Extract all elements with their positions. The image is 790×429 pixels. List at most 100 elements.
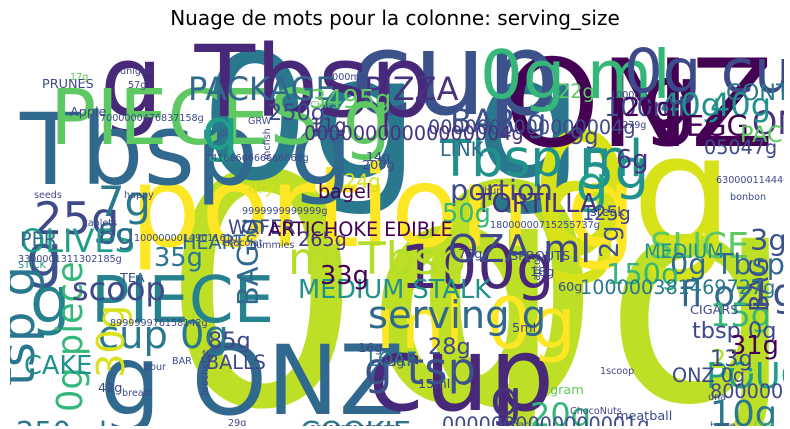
word-140: una (708, 392, 726, 403)
word-97: ONZ 0g (672, 364, 745, 387)
word-123: 60g (558, 280, 582, 295)
word-158: 18000000715255737g (490, 220, 600, 231)
word-55: BAG g (231, 217, 265, 306)
word-74: oz (602, 425, 635, 426)
word-50: COOKIE (300, 415, 411, 426)
word-45: scoop (72, 270, 166, 308)
word-17: ml 0g (376, 283, 576, 365)
word-49: 15g (710, 296, 771, 334)
word-43: SLICE (650, 226, 749, 267)
word-81: 85g (208, 328, 251, 354)
word-147: GRW (248, 116, 272, 127)
word-85: WAFER (228, 216, 296, 239)
word-63: 26g (624, 93, 673, 123)
word-151: One (754, 420, 774, 426)
word-41: PIZZA (364, 70, 459, 108)
word-102: 100000381469727g (580, 276, 775, 299)
word-88: ARTICHOKE EDIBLE (268, 218, 453, 241)
word-21: g (202, 97, 239, 164)
word-109: steak (590, 205, 625, 220)
word-129: bonbon (730, 192, 766, 203)
word-8: g Tbsp (100, 36, 433, 140)
word-121: 14g (366, 150, 390, 165)
word-87: PER (20, 228, 57, 251)
word-60: 100ml (604, 93, 685, 123)
word-149: 1scoop (600, 366, 634, 377)
word-89: LINK (440, 138, 484, 161)
word-111: TEA (119, 271, 145, 286)
word-84: 05047g (704, 136, 777, 159)
word-29: g (490, 369, 523, 426)
word-94: 265g (298, 228, 347, 251)
word-148: 1000mg (326, 72, 366, 83)
word-52: portion (450, 173, 553, 207)
word-58: MEDIUM STALK (298, 275, 492, 305)
word-161: 899999618530273g (310, 424, 408, 426)
word-56: BAG (745, 258, 775, 312)
word-119: 42g (98, 381, 122, 396)
word-46: ONZ (752, 104, 784, 142)
word-25: 7g (98, 177, 151, 226)
word-64: 6g (616, 145, 649, 175)
word-135: unigiri (120, 66, 150, 77)
word-162: 3300001311302185g (18, 254, 122, 265)
word-92: MEDIUM (644, 240, 724, 263)
word-154: 29g (228, 418, 246, 426)
word-66: 35g (154, 243, 203, 273)
word-165: 7416666666666666g (205, 153, 309, 164)
word-6: cup (350, 36, 559, 142)
word-93: bagel (318, 180, 371, 203)
word-163: 1000000014901161g (134, 233, 238, 244)
word-38: 1g (748, 271, 784, 316)
word-132: seeds (34, 190, 62, 201)
word-65: 8g (98, 217, 135, 251)
word-67: 33g (320, 261, 369, 291)
word-128: tablets (84, 218, 117, 229)
word-124: 18g (530, 265, 554, 280)
word-26: ml Tbsp (288, 232, 466, 285)
word-157: 7000000476837158g (100, 113, 204, 124)
word-134: CHIPS (310, 100, 339, 111)
word-159: 899999976158142g (110, 318, 208, 329)
word-22: g (26, 223, 63, 290)
word-72: 2g (595, 225, 625, 258)
word-61: 3495g (310, 85, 391, 115)
word-143: STICK (18, 260, 46, 271)
word-20: 5g (580, 138, 649, 201)
word-131: happy (124, 190, 154, 201)
word-15: 0g cup (624, 37, 784, 107)
word-9: Tbsp g (19, 93, 353, 208)
word-78: 31g (730, 331, 779, 361)
word-4: g (538, 131, 623, 288)
word-115: gram (550, 383, 584, 398)
word-54: EGG (686, 109, 749, 143)
word-144: ChocoNuts (570, 406, 622, 417)
word-36: 20g (530, 396, 591, 426)
word-153: 279g (622, 120, 646, 131)
word-122: 16g (358, 341, 382, 356)
word-86: HEARTS (182, 231, 258, 254)
word-110: SPROUTS (510, 249, 570, 264)
word-37: 10g (710, 394, 777, 426)
word-27: tsp g (10, 266, 46, 386)
word-155: 17g (70, 72, 88, 83)
word-59: CONTAINER (726, 80, 784, 106)
word-12: g (642, 46, 699, 150)
word-130: bun (484, 186, 502, 197)
word-166: 9999999999999g (242, 206, 327, 217)
word-120: 200g (362, 158, 395, 173)
chart-title: Nuage de mots pour la colonne: serving_s… (170, 6, 620, 30)
word-30: OZA ml (448, 227, 591, 272)
word-34: 0g piece (50, 261, 91, 412)
word-39: fl oz (680, 274, 753, 315)
word-5: ONZ (504, 36, 774, 175)
word-133: mcfish (262, 128, 273, 160)
word-104: 0000000000000004g (428, 116, 636, 139)
word-18: 100g (400, 233, 555, 303)
word-95: 125g (582, 202, 631, 225)
word-44: OLIVES (20, 222, 135, 260)
word-23: g (576, 155, 609, 215)
word-68: 150g (606, 257, 679, 291)
word-1: 0g (410, 122, 784, 426)
